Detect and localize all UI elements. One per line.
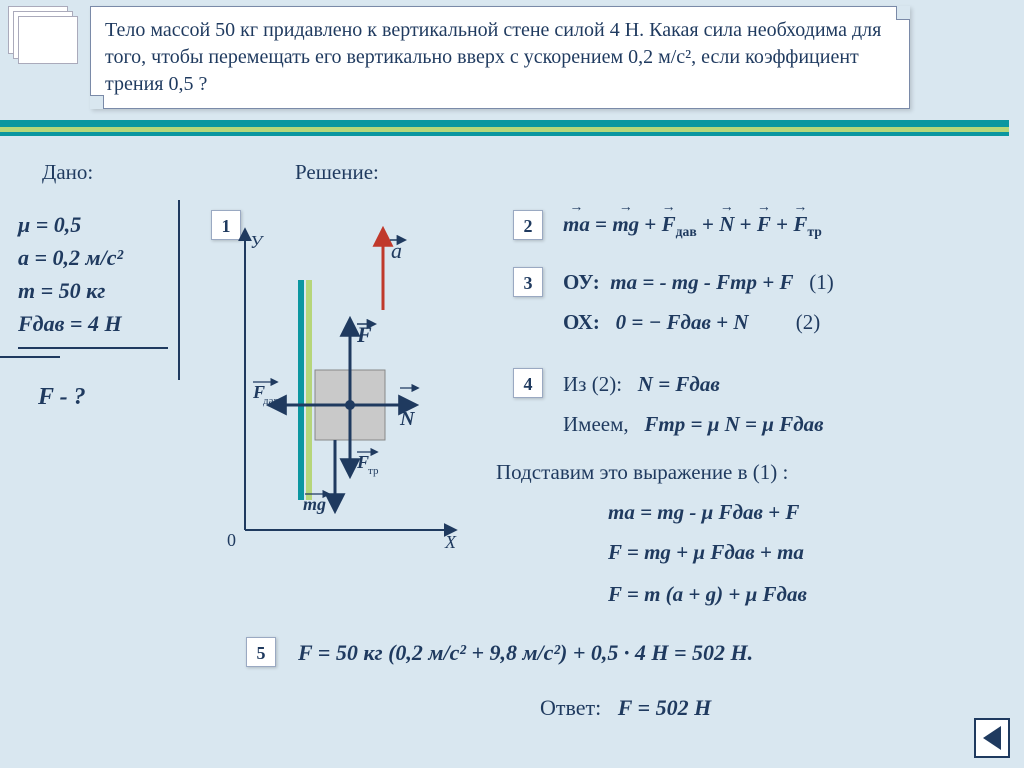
eq-F1: F = mg + μ Fдав + ma [608, 540, 804, 565]
step-3: 3 [513, 267, 543, 297]
step-4: 4 [513, 368, 543, 398]
eq-subst-label: Подставим это выражение в (1) : [496, 460, 788, 485]
given-block: μ = 0,5 а = 0,2 м/с² m = 50 кг Fдав = 4 … [18, 205, 193, 418]
eq-ftr: Имеем, Fтр = μ N = μ Fдав [563, 412, 824, 437]
eq-ox: ОХ: 0 = − Fдав + N (2) [563, 310, 820, 335]
problem-statement: Тело массой 50 кг придавлено к вертикаль… [90, 6, 910, 109]
eq-oy: ОУ: ma = - mg - Fтр + F (1) [563, 270, 834, 295]
step-5: 5 [246, 637, 276, 667]
svg-text:дав: дав [263, 395, 279, 407]
heading-solution: Решение: [295, 160, 379, 185]
free-body-diagram: У X 0 a F N F дав F тр mg [205, 210, 475, 550]
svg-text:a: a [391, 238, 402, 263]
svg-text:У: У [250, 232, 264, 252]
svg-text:F: F [356, 322, 372, 347]
svg-text:0: 0 [227, 530, 236, 550]
svg-text:тр: тр [368, 465, 379, 477]
nav-back-button[interactable] [974, 718, 1010, 758]
given-fdav: Fдав = 4 Н [18, 311, 193, 337]
svg-text:X: X [444, 532, 457, 550]
eq-newton: ma = mg + Fдав + N + F + Fтр [563, 212, 822, 240]
divider-stripe [0, 120, 1024, 136]
given-m: m = 50 кг [18, 278, 193, 304]
back-icon [983, 726, 1001, 750]
problem-text: Тело массой 50 кг придавлено к вертикаль… [105, 19, 881, 95]
eq-from2: Из (2): N = Fдав [563, 372, 720, 397]
given-find: F - ? [18, 384, 193, 411]
answer-line: Ответ: F = 502 Н [540, 695, 711, 721]
eq-ma: ma = mg - μ Fдав + F [608, 500, 799, 525]
given-a: а = 0,2 м/с² [18, 245, 193, 271]
svg-text:N: N [399, 408, 416, 430]
given-mu: μ = 0,5 [18, 212, 193, 238]
heading-given: Дано: [42, 160, 93, 185]
eq-calc: F = 50 кг (0,2 м/с² + 9,8 м/с²) + 0,5 · … [298, 640, 753, 666]
step-2: 2 [513, 210, 543, 240]
page-stack-icon [8, 6, 78, 64]
svg-text:mg: mg [303, 494, 326, 514]
eq-F2: F = m (a + g) + μ Fдав [608, 582, 807, 607]
